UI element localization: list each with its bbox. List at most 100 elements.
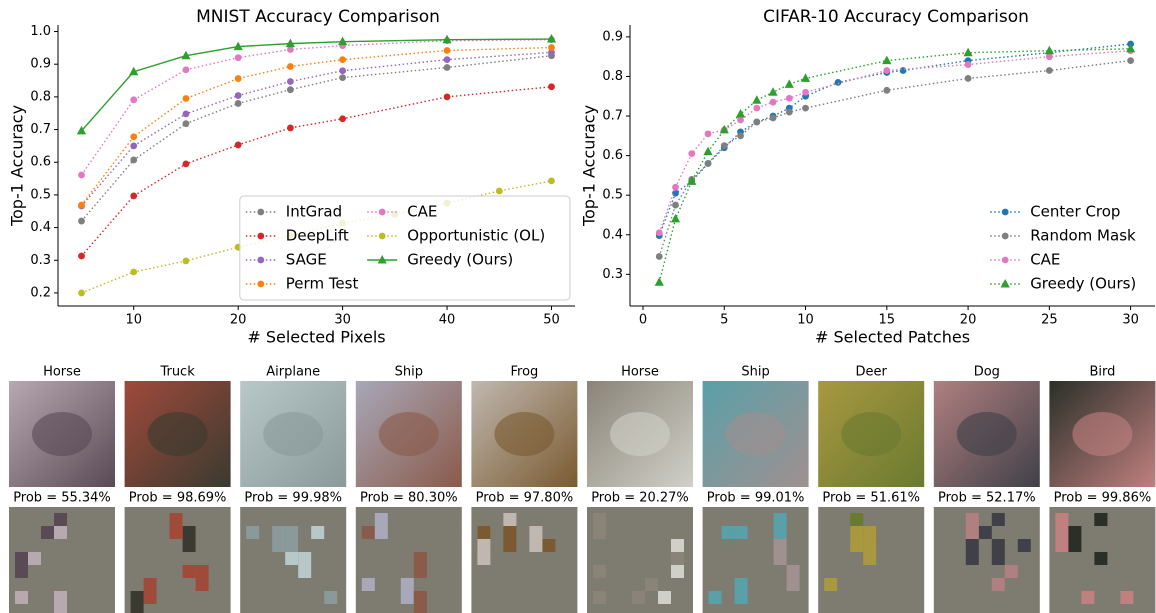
marker bbox=[548, 49, 555, 56]
marker bbox=[964, 61, 972, 68]
marker bbox=[78, 217, 85, 225]
y-tick-label: 0.9 bbox=[602, 29, 623, 44]
revealed-patch bbox=[361, 578, 375, 591]
revealed-patch bbox=[1094, 552, 1108, 565]
prob-label: Prob = 99.98% bbox=[244, 491, 342, 506]
marker bbox=[257, 256, 265, 264]
marker bbox=[182, 120, 190, 128]
marker bbox=[768, 87, 778, 96]
series-line bbox=[80, 38, 552, 132]
revealed-patch bbox=[991, 578, 1005, 591]
marker bbox=[339, 74, 347, 82]
revealed-patch bbox=[195, 565, 209, 591]
series-line bbox=[80, 86, 552, 257]
revealed-patch bbox=[786, 565, 800, 591]
revealed-patch bbox=[658, 591, 671, 604]
revealed-patch bbox=[143, 578, 157, 604]
x-tick-label: 30 bbox=[1122, 313, 1139, 328]
marker bbox=[129, 66, 139, 76]
x-tick-label: 25 bbox=[1041, 313, 1058, 328]
prob-label: Prob = 52.17% bbox=[938, 491, 1036, 506]
revealed-patch bbox=[182, 526, 196, 552]
marker bbox=[735, 109, 746, 118]
marker bbox=[286, 86, 294, 94]
marker bbox=[1000, 279, 1010, 288]
marker bbox=[883, 67, 891, 74]
legend-label: CAE bbox=[1030, 251, 1060, 269]
marker bbox=[785, 108, 793, 116]
legend-label: Center Crop bbox=[1030, 203, 1120, 221]
marker bbox=[802, 104, 809, 112]
revealed-patch bbox=[1004, 565, 1018, 578]
legend-label: Greedy (Ours) bbox=[1030, 275, 1136, 293]
marker bbox=[130, 133, 138, 141]
marker bbox=[655, 229, 663, 237]
image-label: Ship bbox=[395, 365, 423, 380]
revealed-patch bbox=[130, 591, 144, 613]
prob-label: Prob = 80.30% bbox=[360, 491, 458, 506]
marker bbox=[737, 116, 744, 124]
legend-label: CAE bbox=[407, 203, 437, 221]
x-tick-label: 30 bbox=[334, 313, 351, 328]
image-subject bbox=[1072, 412, 1133, 456]
revealed-patch bbox=[863, 526, 877, 552]
y-tick-label: 0.3 bbox=[602, 267, 623, 282]
revealed-patch bbox=[708, 591, 722, 604]
revealed-patch bbox=[671, 552, 684, 565]
x-tick-label: 10 bbox=[797, 313, 814, 328]
revealed-patch bbox=[991, 539, 1005, 565]
revealed-patch bbox=[400, 591, 414, 604]
y-axis-label: Top-1 Accuracy bbox=[8, 105, 27, 227]
marker bbox=[76, 125, 87, 135]
image-subject bbox=[610, 412, 670, 456]
x-tick-label: 40 bbox=[439, 313, 456, 328]
revealed-patch bbox=[413, 591, 427, 613]
marker bbox=[234, 141, 242, 149]
marker bbox=[687, 176, 697, 185]
y-tick-label: 0.6 bbox=[602, 148, 623, 163]
x-tick-label: 5 bbox=[720, 313, 728, 328]
legend-label: SAGE bbox=[286, 251, 327, 269]
marker bbox=[704, 160, 712, 167]
revealed-patch bbox=[285, 526, 299, 552]
revealed-patch bbox=[1017, 539, 1031, 552]
image-subject bbox=[841, 412, 902, 456]
legend-label: Opportunistic (OL) bbox=[407, 227, 545, 245]
revealed-patch bbox=[721, 526, 735, 539]
marker bbox=[1126, 43, 1136, 53]
marker bbox=[182, 110, 190, 118]
series-line bbox=[658, 59, 1131, 257]
marker bbox=[752, 95, 762, 104]
marker bbox=[181, 50, 191, 60]
revealed-patch bbox=[246, 526, 260, 539]
marker bbox=[688, 150, 696, 158]
x-tick-label: 0 bbox=[639, 313, 647, 328]
image-label: Deer bbox=[856, 365, 888, 380]
marker bbox=[339, 56, 347, 64]
marker bbox=[443, 56, 451, 64]
revealed-patch bbox=[965, 539, 979, 565]
marker bbox=[257, 232, 265, 240]
marker bbox=[130, 142, 138, 150]
revealed-patch bbox=[285, 552, 299, 565]
image-subject bbox=[725, 412, 786, 456]
x-tick-label: 10 bbox=[125, 313, 142, 328]
revealed-patch bbox=[1081, 591, 1095, 604]
legend-label: Perm Test bbox=[286, 275, 359, 293]
legend-frame bbox=[239, 195, 571, 301]
marker bbox=[672, 201, 679, 209]
marker bbox=[182, 66, 190, 74]
marker bbox=[286, 124, 294, 132]
revealed-patch bbox=[54, 513, 67, 526]
marker bbox=[654, 277, 664, 286]
revealed-patch bbox=[311, 526, 325, 539]
y-tick-label: 1.0 bbox=[30, 24, 51, 39]
revealed-patch bbox=[503, 526, 517, 552]
marker bbox=[78, 201, 85, 209]
image-subject bbox=[494, 412, 555, 456]
marker bbox=[655, 253, 663, 260]
marker bbox=[234, 100, 242, 107]
image-label: Ship bbox=[741, 365, 769, 380]
image-subject bbox=[263, 412, 324, 456]
marker bbox=[720, 142, 728, 150]
